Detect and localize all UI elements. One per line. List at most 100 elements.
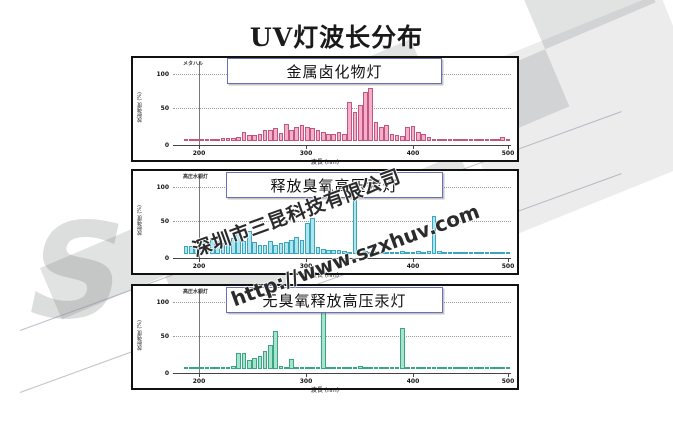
chart2-bars [173,182,511,254]
histogram-bar [378,127,384,141]
chart3-bars [173,297,511,369]
histogram-bar [299,125,305,141]
histogram-bar [437,367,442,369]
chart3-x-axis [173,373,511,374]
histogram-bar [315,367,321,369]
chart1-x-axis-label: 波長 (nm) [310,159,340,166]
histogram-bar [442,139,447,141]
histogram-bar [384,251,389,254]
histogram-bar [188,245,194,254]
chart3-x-axis-label: 波長 (nm) [310,387,340,394]
histogram-bar [342,133,347,141]
histogram-bar [368,251,374,254]
histogram-bar [468,252,474,254]
chart2-xtickmark-300 [306,258,307,262]
histogram-bar [484,252,490,254]
histogram-bar [209,367,215,369]
histogram-bar [405,127,411,141]
histogram-bar [373,250,379,254]
histogram-bar [452,139,458,141]
histogram-bar [305,367,310,369]
chart2-ytick-100: 100 [156,184,169,191]
chart2-x-axis [173,258,511,259]
histogram-bar [495,252,500,254]
histogram-bar [188,367,194,369]
histogram-bar [231,137,236,141]
histogram-bar [505,367,511,369]
histogram-bar [326,367,331,369]
histogram-bar [194,139,199,141]
chart2-xtick-200: 200 [192,263,206,270]
histogram-bar [415,132,421,141]
histogram-bar [236,137,242,141]
histogram-bar [315,246,321,254]
chart3-xtick-300: 300 [299,378,313,385]
histogram-bar [415,367,421,369]
histogram-bar [447,139,453,141]
histogram-bar [262,129,268,141]
histogram-bar [225,367,231,369]
histogram-bar [474,367,479,369]
histogram-bar [347,251,352,254]
chart1-xtick-300: 300 [299,150,313,157]
histogram-bar [310,367,315,369]
chart2-ytick-50: 50 [160,218,169,225]
histogram-bar [484,367,490,369]
histogram-bar [283,242,289,254]
chart1-x-axis [173,145,511,146]
histogram-bar [289,240,294,254]
histogram-bar [426,250,432,254]
histogram-bar [220,137,226,141]
histogram-bar [326,133,331,141]
histogram-bar [505,139,511,141]
histogram-bar [199,139,205,141]
histogram-bar [336,132,342,141]
chart3-series-tag: 高圧水銀灯 [183,289,209,295]
histogram-bar [463,367,469,369]
histogram-bar [215,367,220,369]
histogram-bar [389,251,395,254]
histogram-bar [352,112,358,141]
histogram-bar [331,134,337,141]
histogram-bar [257,356,263,369]
histogram-bar [468,139,474,141]
histogram-bar [268,129,273,141]
histogram-bar [194,367,199,369]
histogram-bar [278,365,284,369]
histogram-bar [262,351,268,369]
histogram-bar [289,130,294,141]
histogram-bar [320,131,326,141]
histogram-bar [336,366,342,369]
callout-label-ozone-mercury: 释放臭氧高压汞灯 [226,172,443,198]
histogram-bar [215,241,220,254]
histogram-bar [326,249,331,254]
histogram-bar [278,132,284,141]
chart3-y-axis-line [199,290,200,373]
chart1-xtickmark-400 [413,145,414,149]
histogram-bar [368,367,374,369]
histogram-bar [378,367,384,369]
histogram-bar [273,244,278,254]
histogram-bar [236,227,242,254]
histogram-bar [315,130,321,141]
chart2-ytick-0: 0 [164,255,169,262]
chart1-xtickmark-300 [306,145,307,149]
histogram-bar [479,367,484,369]
histogram-bar [505,252,511,254]
histogram-bar [204,367,210,369]
histogram-bar [183,245,189,254]
histogram-bar [442,367,447,369]
histogram-bar [363,250,368,254]
histogram-bar [405,251,411,254]
histogram-bar [183,139,189,141]
histogram-bar [421,134,426,141]
histogram-bar [320,306,326,369]
histogram-bar [246,360,252,369]
histogram-bar [389,367,395,369]
histogram-bar [426,367,432,369]
histogram-bar [225,137,231,141]
histogram-bar [431,139,437,141]
histogram-bar [231,365,236,369]
histogram-bar [484,139,490,141]
histogram-bar [283,366,289,369]
